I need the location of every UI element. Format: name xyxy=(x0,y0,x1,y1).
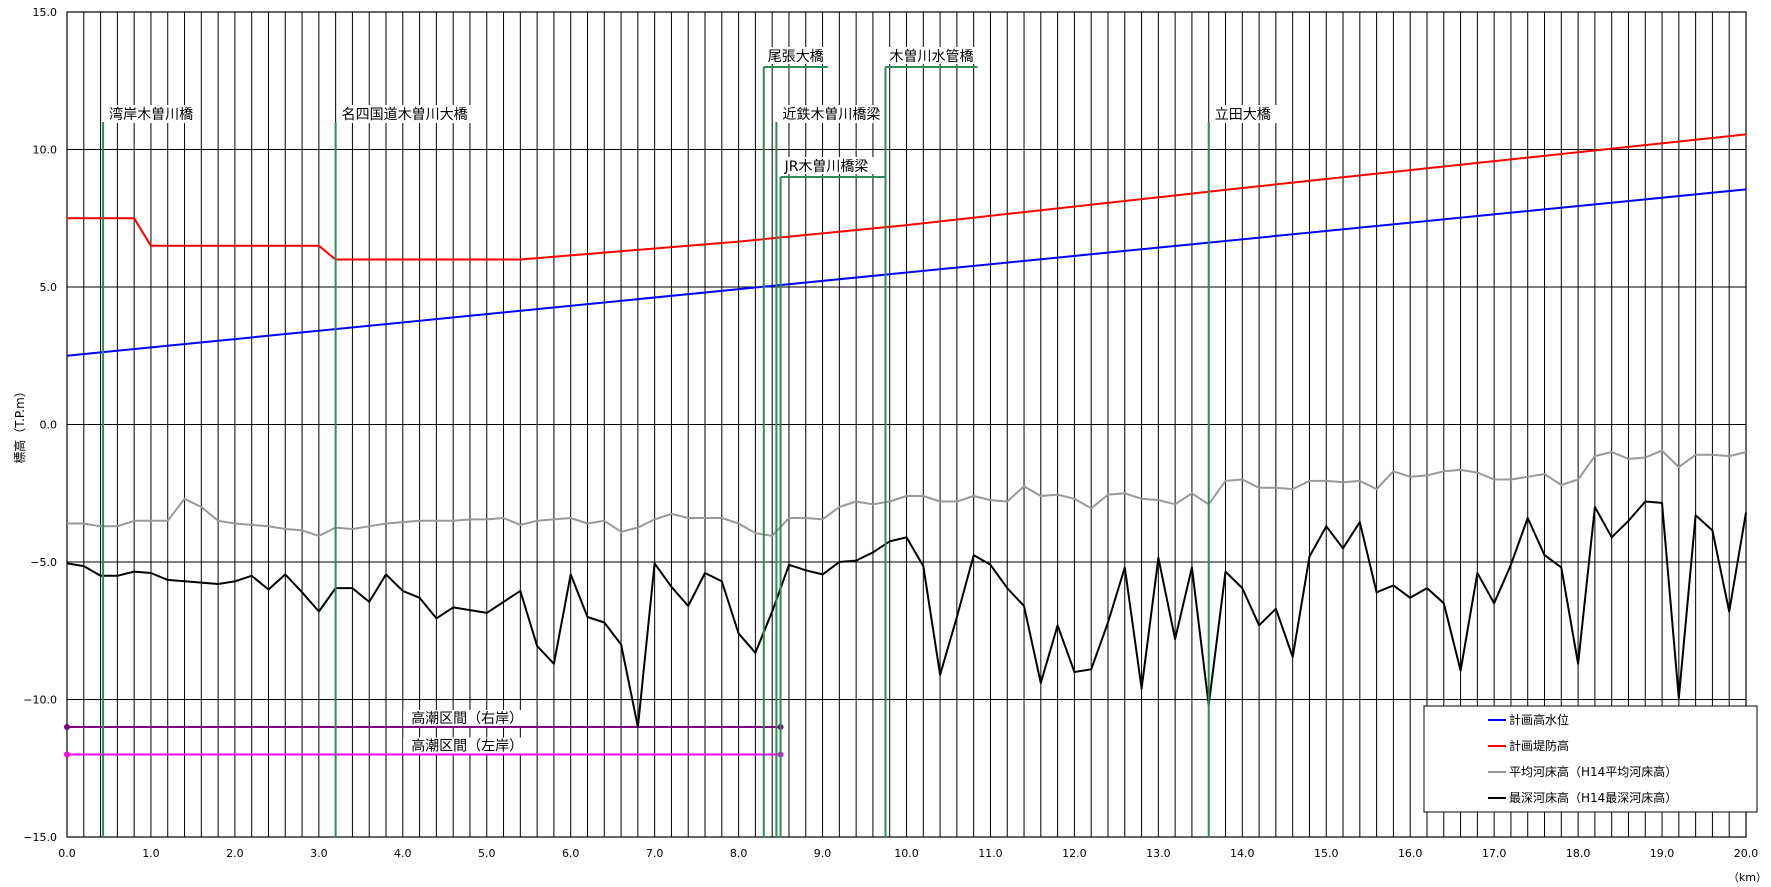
x-tick-label: 5.0 xyxy=(478,847,496,860)
storm-surge-section-label: 高潮区間（左岸） xyxy=(411,738,523,755)
x-tick-label: 6.0 xyxy=(562,847,580,860)
y-tick-label: 0.0 xyxy=(40,419,58,432)
bridge-label-bg xyxy=(1212,105,1277,123)
bridge-label: 名四国道木曽川大橋 xyxy=(342,107,468,123)
bridge-label-bg xyxy=(339,105,474,123)
y-axis-title: 標高（T.P.m） xyxy=(12,385,27,464)
x-tick-label: 15.0 xyxy=(1314,847,1339,860)
bridge-label-bg xyxy=(782,157,889,174)
y-tick-label: −5.0 xyxy=(30,556,57,569)
legend-entry: 計画高水位 xyxy=(1509,712,1569,727)
legend-entry: 平均河床高（H14平均河床高） xyxy=(1509,764,1677,779)
storm-surge-section-label-bg xyxy=(403,710,529,726)
bridge-label: 立田大橋 xyxy=(1215,107,1271,123)
series-line-3 xyxy=(67,449,1747,537)
storm-surge-section-label-bg xyxy=(403,737,529,754)
series-line-1 xyxy=(66,188,1747,357)
x-tick-label: 10.0 xyxy=(894,847,919,860)
x-tick-label: 3.0 xyxy=(310,847,328,860)
x-tick-label: 19.0 xyxy=(1650,847,1675,860)
x-tick-label: 13.0 xyxy=(1146,847,1171,860)
x-tick-label: 12.0 xyxy=(1062,847,1087,860)
y-tick-label: 15.0 xyxy=(33,6,58,19)
x-tick-label: 2.0 xyxy=(226,847,244,860)
legend-box xyxy=(1423,705,1758,813)
x-tick-label: 18.0 xyxy=(1566,847,1591,860)
x-tick-label: 8.0 xyxy=(730,847,748,860)
x-tick-label: 0.0 xyxy=(58,847,76,860)
x-tick-label: 20.0 xyxy=(1734,847,1759,860)
bridge-label-bg xyxy=(765,47,830,64)
axis-layer: −15.0 −10.0 −5.0 0.0 5.0 10.0 15.0 0.0 1.0 2.0 3.0… xyxy=(12,6,1767,884)
y-tick-label: 10.0 xyxy=(33,144,58,157)
x-tick-label: 7.0 xyxy=(646,847,664,860)
bridge-label: 近鉄木曽川橋梁 xyxy=(782,107,880,123)
series-line-2 xyxy=(67,133,1747,261)
series-layer xyxy=(66,133,1747,728)
plot-border xyxy=(66,11,1747,838)
bridge-label: 木曽川水管橋 xyxy=(890,49,974,65)
y-tick-label: −10.0 xyxy=(23,694,57,707)
x-tick-label: 17.0 xyxy=(1482,847,1507,860)
bridge-label-bg xyxy=(780,105,887,123)
storm-surge-section-start-marker xyxy=(64,751,70,758)
bridge-label: 湾岸木曽川橋 xyxy=(109,106,193,123)
x-axis-unit: （km） xyxy=(1728,871,1767,884)
bridge-label: 尾張大橋 xyxy=(768,49,824,65)
y-tick-label: 5.0 xyxy=(40,281,58,294)
grid-layer xyxy=(66,11,1747,838)
y-tick-label: −15.0 xyxy=(23,831,57,844)
legend-entry: 計画堤防高 xyxy=(1509,738,1569,753)
section-layer: 高潮区間（右岸） 高潮区間（左岸） xyxy=(64,710,784,758)
x-tick-label: 1.0 xyxy=(142,847,160,860)
bridge-label: JR木曽川橋梁 xyxy=(784,159,869,175)
x-tick-label: 11.0 xyxy=(978,847,1003,860)
x-tick-label: 16.0 xyxy=(1398,847,1423,860)
x-tick-label: 14.0 xyxy=(1230,847,1255,860)
x-tick-label: 4.0 xyxy=(394,847,412,860)
series-line-4 xyxy=(66,500,1747,728)
legend-entry: 最深河床高（H14最深河床高） xyxy=(1509,790,1677,805)
x-tick-label: 9.0 xyxy=(814,847,832,860)
storm-surge-section-start-marker xyxy=(64,724,70,730)
storm-surge-section-label: 高潮区間（右岸） xyxy=(411,710,523,727)
bridge-label-bg xyxy=(107,105,200,123)
bridge-label-bg xyxy=(887,47,980,64)
